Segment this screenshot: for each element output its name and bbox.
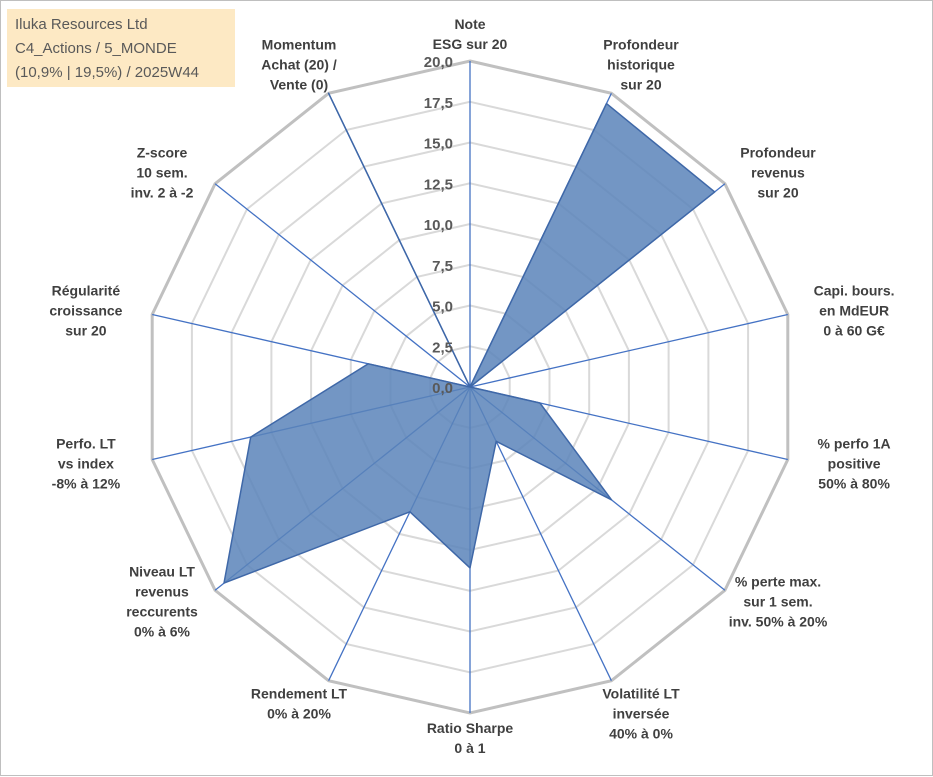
axis-label-line: Momentum	[262, 36, 337, 52]
tick-label: 15,0	[424, 136, 453, 153]
axis-label-10: Niveau LT revenus reccurents 0% à 6%	[126, 564, 198, 640]
axis-label-line: 10 sem.	[136, 165, 187, 181]
period-stats: (10,9% | 19,5%) / 2025W44	[15, 61, 235, 85]
axis-label-line: % perfo 1A	[818, 436, 891, 452]
axis-label-line: Régularité	[52, 283, 121, 299]
axis-label-7: Volatilité LT inversée 40% à 0%	[602, 686, 680, 742]
axis-label-line: vs index	[58, 456, 114, 472]
axis-label-line: Capi. bours.	[814, 283, 895, 299]
axis-label-line: historique	[607, 56, 675, 72]
axis-label-11: Perfo. LT vs index -8% à 12%	[52, 436, 121, 492]
axis-label-line: sur 1 sem.	[743, 594, 812, 610]
axis-label-line: Vente (0)	[270, 76, 328, 92]
tick-label: 20,0	[424, 54, 453, 71]
axis-label-line: Profondeur	[603, 36, 679, 52]
axis-label-line: sur 20	[757, 185, 798, 201]
axis-label-line: 0% à 6%	[134, 624, 191, 640]
axis-label-line: Perfo. LT	[56, 436, 116, 452]
axis-label-line: Note	[454, 16, 485, 32]
tick-label: 17,5	[424, 95, 453, 112]
axis-label-14: Momentum Achat (20) / Vente (0)	[261, 36, 337, 92]
company-name: Iluka Resources Ltd	[15, 13, 235, 37]
axis-label-line: en MdEUR	[819, 303, 889, 319]
axis-label-1: Note ESG sur 20	[433, 16, 508, 52]
axis-label-line: 40% à 0%	[609, 726, 673, 742]
tick-label: 10,0	[424, 217, 453, 234]
axis-label-line: reccurents	[126, 604, 198, 620]
axis-label-line: Niveau LT	[129, 564, 195, 580]
axis-label-line: 0% à 20%	[267, 706, 331, 722]
axis-label-line: 0 à 60 G€	[823, 323, 885, 339]
axis-label-line: 0 à 1	[454, 740, 485, 756]
axis-label-4: Capi. bours. en MdEUR 0 à 60 G€	[814, 283, 895, 339]
axis-label-line: -8% à 12%	[52, 476, 121, 492]
info-box: Iluka Resources Ltd C4_Actions / 5_MONDE…	[7, 9, 235, 87]
axis-label-line: croissance	[49, 303, 122, 319]
tick-label: 12,5	[424, 176, 453, 193]
tick-label: 7,5	[432, 258, 453, 275]
category-name: C4_Actions / 5_MONDE	[15, 37, 235, 61]
axis-label-line: Volatilité LT	[602, 686, 680, 702]
axis-label-2: Profondeur historique sur 20	[603, 36, 679, 92]
tick-labels: 0,0 2,5 5,0 7,5 10,0 12,5 15,0 17,5 20,0	[424, 54, 453, 397]
axis-label-line: positive	[828, 456, 881, 472]
axis-label-line: sur 20	[620, 76, 661, 92]
axis-label-13: Z-score 10 sem. inv. 2 à -2	[131, 145, 194, 201]
axis-label-line: Profondeur	[740, 145, 816, 161]
axis-label-9: Rendement LT 0% à 20%	[251, 686, 348, 722]
axis-label-12: Régularité croissance sur 20	[49, 283, 122, 339]
axis-label-5: % perfo 1A positive 50% à 80%	[818, 436, 891, 492]
axis-label-line: % perte max.	[735, 574, 821, 590]
tick-label: 0,0	[432, 380, 453, 397]
axis-label-line: sur 20	[65, 323, 106, 339]
axis-label-line: ESG sur 20	[433, 36, 508, 52]
tick-label: 5,0	[432, 299, 453, 316]
axis-label-line: revenus	[135, 584, 189, 600]
axis-label-6: % perte max. sur 1 sem. inv. 50% à 20%	[729, 574, 828, 630]
axis-label-line: 50% à 80%	[818, 476, 890, 492]
axis-label-line: Achat (20) /	[261, 56, 337, 72]
axis-label-line: Rendement LT	[251, 686, 348, 702]
tick-label: 2,5	[432, 339, 453, 356]
axis-label-line: inversée	[613, 706, 670, 722]
axis-label-line: inv. 50% à 20%	[729, 614, 828, 630]
axis-label-line: Ratio Sharpe	[427, 720, 514, 736]
axis-label-line: inv. 2 à -2	[131, 185, 194, 201]
axis-label-line: Z-score	[137, 145, 188, 161]
axis-label-3: Profondeur revenus sur 20	[740, 145, 816, 201]
axis-label-line: revenus	[751, 165, 805, 181]
axis-label-8: Ratio Sharpe 0 à 1	[427, 720, 514, 756]
